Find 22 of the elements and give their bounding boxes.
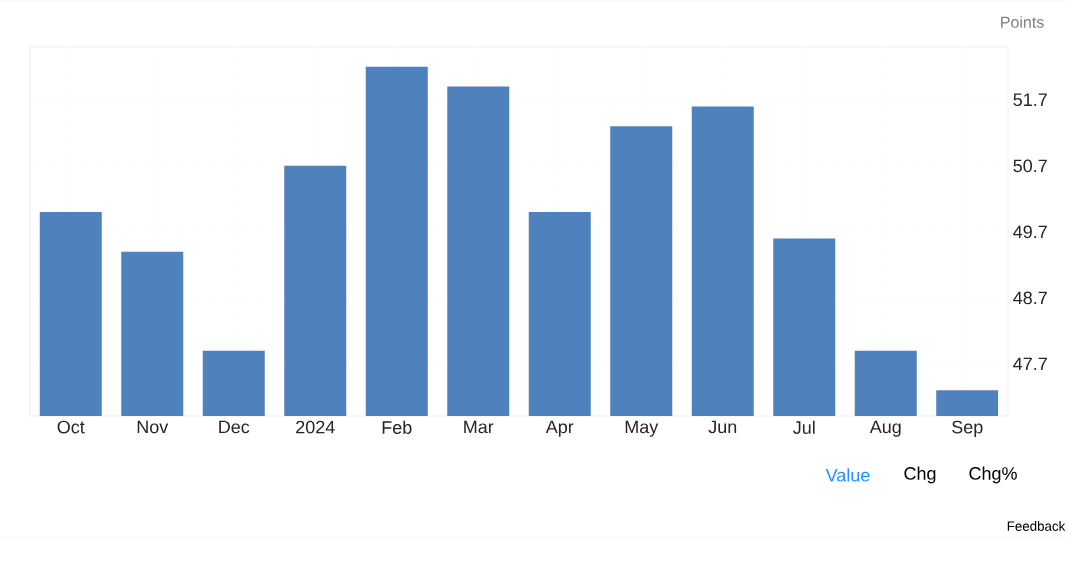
x-tick-label: Aug: [869, 420, 901, 437]
x-tick-label: Apr: [545, 420, 574, 437]
y-axis-title: Points: [1001, 16, 1044, 28]
x-tick-label: Feb: [382, 420, 412, 434]
x-tick-label: Oct: [57, 420, 85, 434]
x-tick-label: Nov: [137, 420, 169, 434]
x-tick-label: Jun: [708, 420, 737, 434]
x-tick-label: Sep: [952, 420, 983, 438]
x-tick-label: May: [625, 420, 659, 437]
x-tick-label: Dec: [219, 420, 250, 434]
y-tick-label: 49.7: [1013, 225, 1047, 239]
y-tick-label: 47.7: [1013, 357, 1047, 371]
y-tick-label: 50.7: [1013, 159, 1047, 173]
x-tick-label: Mar: [464, 420, 494, 434]
text: Chg: [904, 466, 936, 484]
x-tick-label: 2024: [296, 420, 335, 434]
y-tick-label: 48.7: [1013, 291, 1047, 305]
x-tick-label: Jul: [793, 420, 815, 434]
text: Feedback: [1007, 521, 1066, 531]
y-tick-label: 51.7: [1013, 93, 1047, 107]
text: Value: [825, 468, 870, 482]
text: Chg%: [969, 466, 1017, 484]
